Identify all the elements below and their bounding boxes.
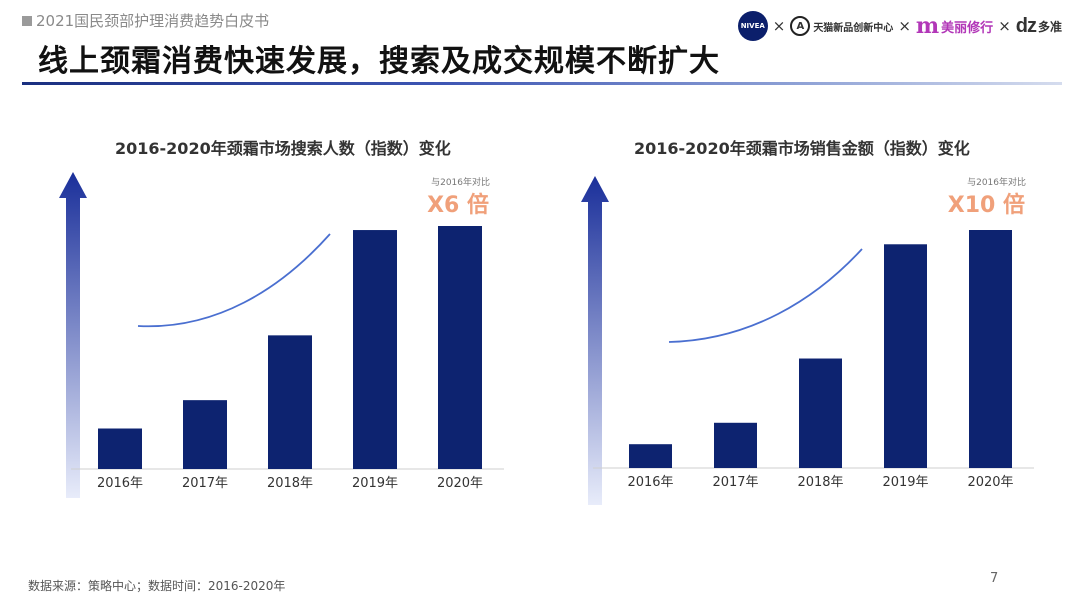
tmall-logo: A 天猫新品创新中心 xyxy=(790,16,893,36)
meili-logo: m 美丽修行 xyxy=(916,15,993,37)
dz-logo: dz 多准 xyxy=(1016,15,1062,38)
chart-1-x-tick-label: 2018年 xyxy=(267,476,313,491)
report-tag: 2021国民颈部护理消费趋势白皮书 xyxy=(22,10,269,31)
chart-1-annotation-note: 与2016年对比 xyxy=(431,176,490,188)
chart-2-x-tick-label: 2017年 xyxy=(712,475,758,490)
meili-m-icon: m xyxy=(915,13,940,39)
chart-2-multiplier-label: X10 倍 xyxy=(948,192,1025,218)
logo-separator: × xyxy=(898,17,911,35)
data-source-note: 数据来源：策略中心；数据时间：2016-2020年 xyxy=(28,579,286,593)
report-title: 2021国民颈部护理消费趋势白皮书 xyxy=(36,12,270,30)
chart-1-x-tick-label: 2017年 xyxy=(182,476,228,491)
dz-logo-mark: dz xyxy=(1015,14,1037,37)
page-headline: 线上颈霜消费快速发展，搜索及成交规模不断扩大 xyxy=(38,44,720,79)
chart-2-bar xyxy=(884,244,927,468)
chart-2-x-tick-label: 2016年 xyxy=(627,475,673,490)
chart-1-y-axis-arrow xyxy=(59,172,87,498)
logo-separator: × xyxy=(998,17,1011,35)
chart-1-bar xyxy=(353,230,397,469)
chart-1-trend-curve xyxy=(137,233,331,328)
tmall-a-icon: A xyxy=(790,16,811,36)
chart-1-multiplier-label: X6 倍 xyxy=(427,192,489,218)
chart-2-title: 2016-2020年颈霜市场销售金额（指数）变化 xyxy=(634,139,970,158)
nivea-logo: NIVEA xyxy=(737,11,768,41)
chart-1-x-tick-label: 2020年 xyxy=(437,476,483,491)
chart-1-bar xyxy=(268,335,312,469)
chart-1-bar xyxy=(98,428,142,469)
chart-2-y-axis-arrow xyxy=(581,176,609,505)
chart-1-title: 2016-2020年颈霜市场搜索人数（指数）变化 xyxy=(115,139,451,158)
chart-2-annotation-note: 与2016年对比 xyxy=(967,176,1026,188)
tmall-logo-text: 天猫新品创新中心 xyxy=(813,22,894,34)
chart-2-bar xyxy=(714,422,757,468)
chart-2-x-tick-label: 2019年 xyxy=(882,475,928,490)
partner-logos: NIVEA × A 天猫新品创新中心 × m 美丽修行 × dz 多准 xyxy=(737,11,1062,41)
chart-1-x-tick-label: 2019年 xyxy=(352,476,398,491)
chart-2-x-tick-label: 2018年 xyxy=(797,475,843,490)
chart-1-bar xyxy=(438,226,482,469)
meili-logo-text: 美丽修行 xyxy=(941,20,994,36)
dz-logo-text: 多准 xyxy=(1037,19,1062,34)
headline-divider xyxy=(22,82,1062,85)
chart-2-x-tick-label: 2020年 xyxy=(967,475,1013,490)
chart-1-x-tick-label: 2016年 xyxy=(97,476,143,491)
chart-2-bar xyxy=(969,230,1012,468)
chart-2-trend-curve xyxy=(668,248,863,343)
chart-2-bar xyxy=(629,444,672,468)
chart-1-bar xyxy=(183,400,227,469)
report-tag-square-icon xyxy=(22,15,32,26)
chart-2-bar xyxy=(799,358,842,468)
logo-separator: × xyxy=(772,17,786,35)
page-number: 7 xyxy=(990,571,999,586)
